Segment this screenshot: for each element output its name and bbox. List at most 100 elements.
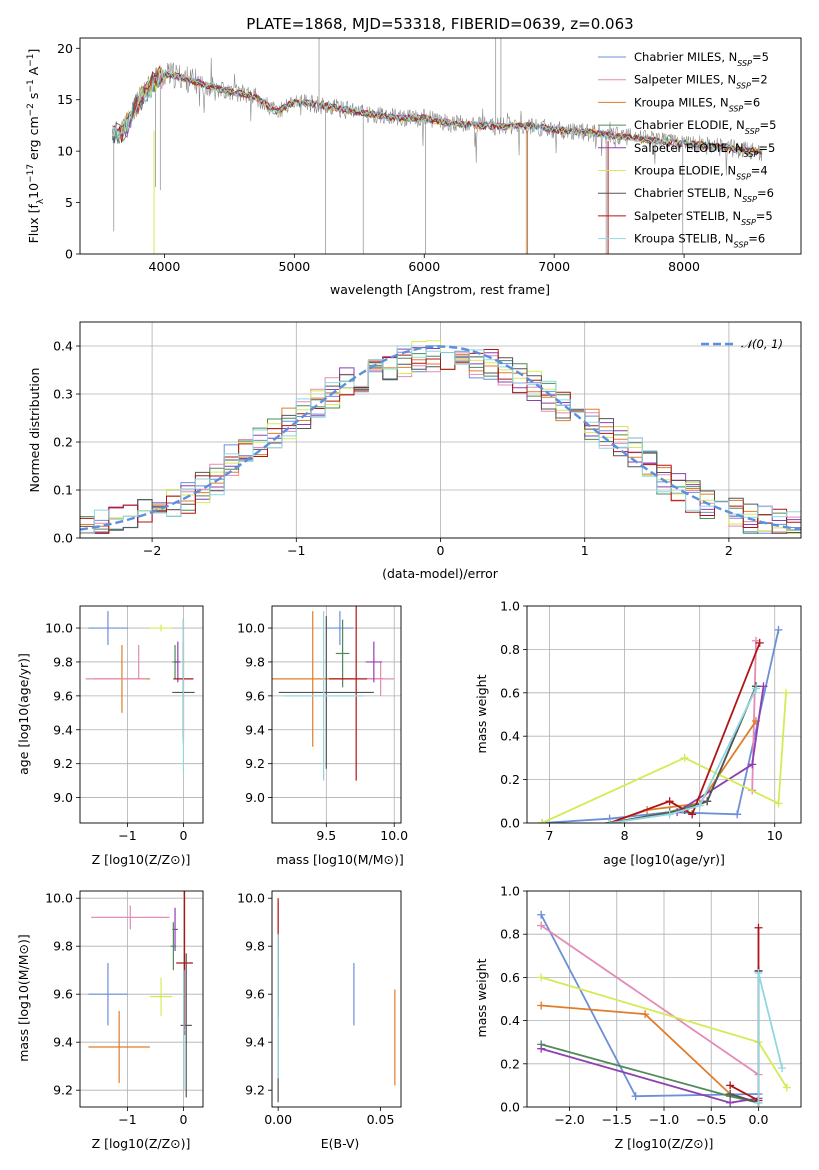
weight-marker-kroupa_elodie xyxy=(781,688,790,697)
y-tick-label: 0.4 xyxy=(500,729,520,744)
y-tick-label: 9.8 xyxy=(53,939,73,954)
y-tick-label: 5 xyxy=(65,195,73,210)
y-tick-label: 9.2 xyxy=(245,756,265,771)
legend-nssp-value: =5 xyxy=(758,141,775,155)
y-tick-label: 9.8 xyxy=(245,654,265,669)
legend-normal-label: 𝒩(0, 1) xyxy=(741,337,783,351)
plot-frame xyxy=(79,37,802,255)
y-tick-label: 0.2 xyxy=(53,435,73,450)
legend-nssp-sub: SSP xyxy=(742,195,757,204)
y-tick-label: 0.4 xyxy=(53,339,73,354)
legend-entry: Kroupa STELIB, NSSP=6 xyxy=(634,232,765,250)
plot-frame xyxy=(526,890,802,1108)
legend-nssp-sub: SSP xyxy=(745,127,760,136)
x-axis-label: mass [log10(M/M⊙)] xyxy=(276,852,404,867)
weight-marker-salpeter_stelib xyxy=(754,923,763,932)
legend-nssp-sub: SSP xyxy=(729,104,744,113)
x-tick-label: 7 xyxy=(546,828,554,843)
x-axis-label: (data-model)/error xyxy=(382,566,499,581)
legend-nssp-prefix: , N xyxy=(718,232,734,246)
legend-series-name: Salpeter ELODIE xyxy=(634,141,728,155)
x-axis-label: Z [log10(Z/Z⊙)] xyxy=(615,1136,714,1151)
legend-series-name: Kroupa ELODIE xyxy=(634,164,720,178)
y-tick-label: 15 xyxy=(57,92,73,107)
legend-nssp-sub: SSP xyxy=(736,81,751,90)
y-tick-label: 0.4 xyxy=(500,1013,520,1028)
x-axis-label: wavelength [Angstrom, rest frame] xyxy=(330,282,550,297)
weight-line-salpeter_stelib xyxy=(729,927,760,1102)
legend-entry: Kroupa MILES, NSSP=6 xyxy=(634,95,760,113)
x-tick-label: −1 xyxy=(287,543,305,558)
y-tick-label: 9.0 xyxy=(245,790,265,805)
x-tick-label: 9.5 xyxy=(316,828,336,843)
y-tick-label: 9.2 xyxy=(53,756,73,771)
x-tick-label: 0 xyxy=(437,543,445,558)
weight-marker-chabrier_stelib xyxy=(726,1090,735,1099)
y-axis-label: Normed distribution xyxy=(27,368,42,493)
legend-nssp-prefix: , N xyxy=(713,95,729,109)
weight-marker-kroupa_stelib xyxy=(778,1064,787,1073)
y-tick-label: 10.0 xyxy=(45,891,73,906)
x-tick-label: 6000 xyxy=(408,259,440,274)
y-tick-label: 9.4 xyxy=(245,722,265,737)
legend-nssp-value: =5 xyxy=(756,209,773,223)
x-tick-label: 10 xyxy=(767,828,783,843)
legend-series-name: Salpeter STELIB xyxy=(634,209,725,223)
y-tick-label: 0.6 xyxy=(500,685,520,700)
legend-nssp-sub: SSP xyxy=(736,172,751,181)
legend-entry: Chabrier STELIB, NSSP=6 xyxy=(634,186,774,204)
weight-line-chabrier_miles xyxy=(540,914,759,1098)
x-tick-label: 0.0 xyxy=(749,1112,769,1127)
mass_weight_vs_Z-plot-area xyxy=(537,910,791,1107)
x-axis-label: E(B-V) xyxy=(321,1136,360,1151)
weight-marker-kroupa_elodie xyxy=(538,819,547,823)
y-tick-label: 0.6 xyxy=(500,970,520,985)
residuals-plot-area xyxy=(80,340,801,534)
weight-marker-kroupa_stelib xyxy=(751,684,760,693)
mass_weight_vs_age-plot-area xyxy=(538,625,790,823)
legend-nssp-value: =6 xyxy=(757,186,774,200)
x-tick-label: −1.0 xyxy=(649,1112,679,1127)
plot-frame xyxy=(79,605,204,824)
y-axis-label: mass weight xyxy=(474,958,489,1037)
model-spectrum-kroupa_stelib xyxy=(112,69,763,156)
weight-marker-kroupa_elodie xyxy=(774,799,783,808)
weight-marker-salpeter_elodie xyxy=(759,682,768,691)
y-axis-label: mass weight xyxy=(474,674,489,753)
x-tick-label: 4000 xyxy=(149,259,181,274)
x-tick-label: −2 xyxy=(143,543,161,558)
y-tick-label: 9.4 xyxy=(53,1035,73,1050)
mass_vs_Z-plot-area xyxy=(88,891,193,1098)
legend-nssp-value: =5 xyxy=(760,118,777,132)
y-axis-label: age [log10(age/yr)] xyxy=(16,653,31,775)
x-tick-label: −1 xyxy=(118,1112,136,1127)
weight-marker-kroupa_elodie xyxy=(537,973,546,982)
x-tick-label: −2.0 xyxy=(554,1112,584,1127)
normal-curve xyxy=(80,345,801,531)
mass_vs_ebv-panel: 0.00 0.05 9.2 9.4 9.6 9.8 10.0 E(B-V) xyxy=(237,890,402,1151)
weight-marker-chabrier_miles xyxy=(537,910,546,919)
weight-marker-kroupa_elodie xyxy=(680,753,689,762)
legend-nssp-prefix: , N xyxy=(728,141,744,155)
legend-entry: Salpeter STELIB, NSSP=5 xyxy=(634,209,773,227)
weight-marker-kroupa_miles xyxy=(537,1001,546,1010)
y-tick-label: 0.0 xyxy=(500,816,520,831)
legend-series-name: Chabrier MILES xyxy=(634,50,721,64)
legend-nssp-value: =4 xyxy=(751,164,768,178)
y-tick-label: 9.8 xyxy=(53,654,73,669)
figure-title: PLATE=1868, MJD=53318, FIBERID=0639, z=0… xyxy=(246,15,633,33)
weight-marker-chabrier_miles xyxy=(631,1092,640,1101)
x-tick-label: 8 xyxy=(621,828,629,843)
legend-entry: Salpeter MILES, NSSP=2 xyxy=(634,73,768,91)
y-axis-label: Flux [fλ10−17 erg cm−2 s−1 A−1] xyxy=(26,49,46,244)
weight-marker-salpeter_elodie xyxy=(726,1098,735,1107)
histogram-kroupa_stelib xyxy=(80,345,801,534)
x-tick-label: 9 xyxy=(696,828,704,843)
legend-nssp-value: =5 xyxy=(752,50,769,64)
weight-marker-kroupa_stelib xyxy=(605,819,614,823)
weight-marker-kroupa_miles xyxy=(641,1010,650,1019)
y-tick-label: 9.4 xyxy=(245,1035,265,1050)
legend-series-name: Kroupa MILES xyxy=(634,95,713,109)
